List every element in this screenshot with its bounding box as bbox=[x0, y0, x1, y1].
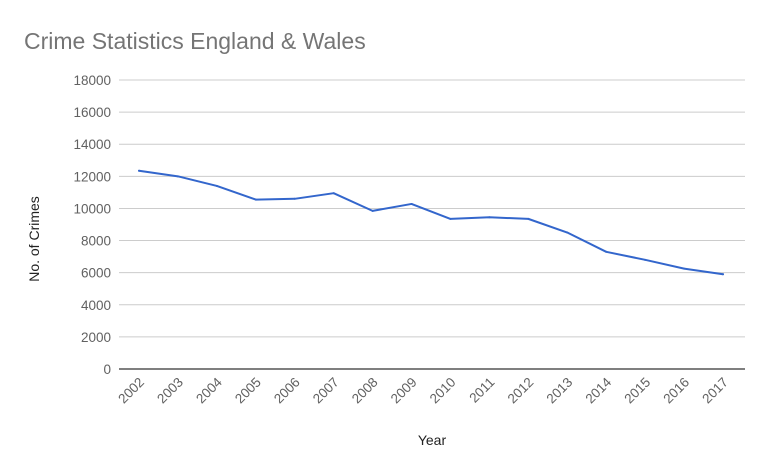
x-tick-label: 2017 bbox=[699, 375, 731, 407]
y-tick-label: 12000 bbox=[73, 169, 111, 184]
data-point bbox=[371, 209, 374, 212]
series-layer bbox=[138, 169, 724, 276]
data-point bbox=[254, 198, 257, 201]
y-tick-label: 14000 bbox=[73, 137, 111, 152]
y-tick-label: 8000 bbox=[81, 234, 111, 249]
y-tick-label: 0 bbox=[103, 362, 111, 377]
x-tick-label: 2002 bbox=[115, 375, 147, 407]
data-point bbox=[138, 169, 140, 172]
x-tick-label: 2014 bbox=[582, 374, 614, 406]
x-tick-label: 2010 bbox=[427, 375, 459, 407]
y-tick-label: 10000 bbox=[73, 201, 111, 216]
y-axis-ticks: 0 2000 4000 6000 8000 10000 12000 14000 16000 180… bbox=[73, 73, 111, 377]
x-tick-label: 2013 bbox=[544, 375, 576, 407]
data-point bbox=[488, 216, 491, 219]
data-point bbox=[332, 192, 335, 195]
x-tick-label: 2008 bbox=[349, 375, 381, 407]
data-point bbox=[527, 217, 530, 220]
x-tick-label: 2006 bbox=[271, 375, 303, 407]
x-tick-label: 2009 bbox=[388, 375, 420, 407]
y-tick-label: 18000 bbox=[73, 73, 111, 88]
data-point bbox=[410, 202, 413, 205]
x-tick-label: 2011 bbox=[466, 375, 497, 406]
data-point bbox=[566, 231, 569, 234]
data-point bbox=[176, 175, 179, 178]
x-axis-ticks: 2002 2003 2004 2005 2006 2007 2008 2009 2010 2011… bbox=[115, 374, 731, 406]
x-tick-label: 2005 bbox=[232, 375, 264, 407]
y-tick-label: 16000 bbox=[73, 105, 111, 120]
x-tick-label: 2016 bbox=[660, 375, 692, 407]
series-line bbox=[138, 169, 724, 276]
x-axis-label: Year bbox=[418, 432, 447, 448]
data-point bbox=[449, 217, 452, 220]
data-point bbox=[644, 258, 647, 261]
data-point bbox=[605, 250, 608, 253]
data-point bbox=[683, 267, 686, 270]
chart-title: Crime Statistics England & Wales bbox=[24, 28, 366, 54]
x-tick-label: 2003 bbox=[154, 375, 186, 407]
y-tick-label: 2000 bbox=[81, 330, 111, 345]
data-point bbox=[293, 197, 296, 200]
data-point bbox=[722, 273, 724, 276]
x-tick-label: 2012 bbox=[505, 375, 537, 407]
y-axis-label: No. of Crimes bbox=[26, 196, 42, 282]
x-tick-label: 2004 bbox=[193, 374, 225, 406]
x-tick-label: 2015 bbox=[621, 375, 653, 407]
data-point bbox=[215, 184, 218, 187]
gridlines bbox=[119, 79, 745, 370]
x-tick-label: 2007 bbox=[310, 375, 342, 407]
y-tick-label: 6000 bbox=[81, 266, 111, 281]
y-tick-label: 4000 bbox=[81, 298, 111, 313]
